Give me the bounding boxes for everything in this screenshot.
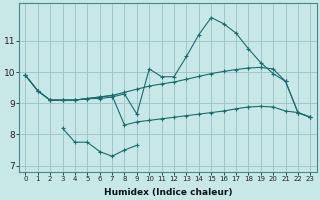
X-axis label: Humidex (Indice chaleur): Humidex (Indice chaleur) xyxy=(104,188,232,197)
